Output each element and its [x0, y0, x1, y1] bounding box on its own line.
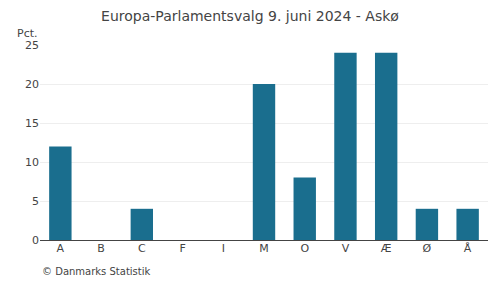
- svg-text:15: 15: [25, 117, 39, 130]
- svg-text:Europa-Parlamentsvalg 9. juni: Europa-Parlamentsvalg 9. juni 2024 - Ask…: [101, 8, 399, 24]
- svg-text:5: 5: [32, 195, 39, 208]
- svg-text:© Danmarks Statistik: © Danmarks Statistik: [42, 266, 151, 277]
- svg-text:O: O: [300, 242, 309, 255]
- svg-text:I: I: [222, 242, 225, 255]
- svg-text:Pct.: Pct.: [17, 27, 38, 40]
- svg-text:0: 0: [32, 234, 39, 247]
- svg-text:V: V: [342, 242, 350, 255]
- svg-text:20: 20: [25, 78, 39, 91]
- svg-text:A: A: [57, 242, 65, 255]
- svg-text:10: 10: [25, 156, 39, 169]
- svg-text:Æ: Æ: [381, 242, 392, 255]
- svg-text:M: M: [259, 242, 269, 255]
- svg-text:25: 25: [25, 39, 39, 52]
- svg-text:Å: Å: [464, 242, 472, 255]
- svg-text:B: B: [97, 242, 105, 255]
- svg-text:C: C: [138, 242, 146, 255]
- svg-text:F: F: [179, 242, 185, 255]
- svg-text:Ø: Ø: [423, 242, 432, 255]
